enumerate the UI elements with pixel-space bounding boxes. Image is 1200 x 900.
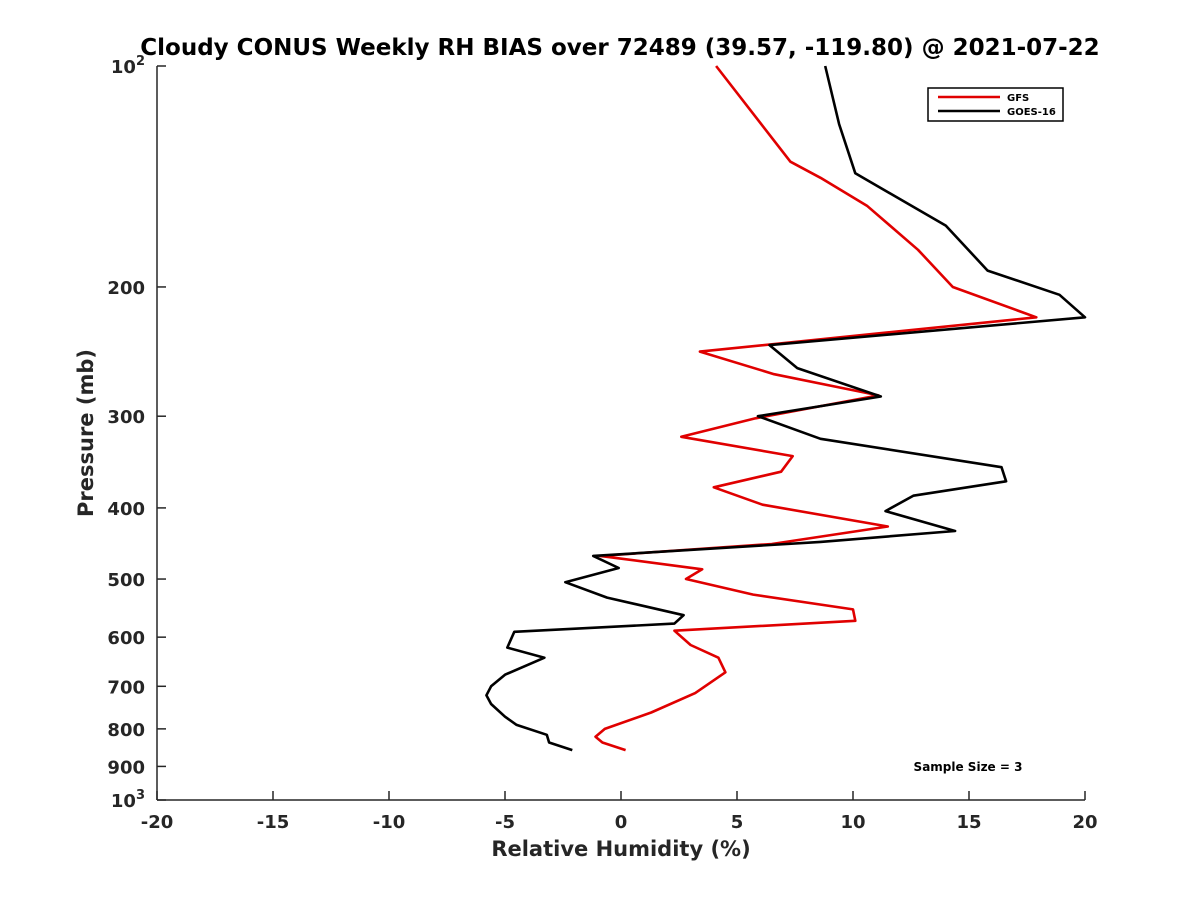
y-tick-label: 200 [107, 278, 145, 299]
x-tick-label: 15 [956, 812, 981, 833]
y-tick-label: 300 [107, 407, 145, 428]
y-tick-label: 400 [107, 499, 145, 520]
x-axis-title: Relative Humidity (%) [491, 837, 750, 861]
plot-area: -20 -15 -10 -5 0 5 10 15 20 102 200 300 400 500 600 700… [107, 54, 1097, 833]
y-tick-label: 600 [107, 628, 145, 649]
legend-label-goes-16: GOES-16 [1007, 107, 1056, 118]
series-layer [485, 65, 1087, 752]
x-tick-label: 0 [615, 812, 628, 833]
ticks-layer: -20 -15 -10 -5 0 5 10 15 20 102 200 300 400 500 600 700… [107, 54, 1097, 833]
x-tick-label: -5 [495, 812, 515, 833]
y-tick-label: 103 [111, 788, 145, 812]
chart-title: Cloudy CONUS Weekly RH BIAS over 72489 (… [140, 35, 1099, 61]
x-tick-label: -20 [141, 812, 174, 833]
y-tick-label: 500 [107, 570, 145, 591]
y-axis-title: Pressure (mb) [74, 349, 98, 517]
x-tick-label: -10 [373, 812, 406, 833]
x-tick-label: -15 [257, 812, 290, 833]
y-tick-label: 800 [107, 720, 145, 741]
sample-size-annotation: Sample Size = 3 [914, 760, 1023, 774]
x-tick-label: 5 [731, 812, 744, 833]
legend-box [927, 87, 1064, 122]
series-line-goes-16 [485, 65, 1087, 752]
y-tick-label: 700 [107, 677, 145, 698]
y-tick-label: 900 [107, 757, 145, 778]
legend: GFS GOES-16 [927, 87, 1064, 122]
series-line-gfs [594, 65, 1038, 752]
legend-label-gfs: GFS [1007, 93, 1029, 104]
x-tick-label: 10 [840, 812, 865, 833]
y-tick-label: 102 [111, 54, 145, 78]
x-tick-label: 20 [1072, 812, 1097, 833]
plot-background [157, 66, 1085, 800]
